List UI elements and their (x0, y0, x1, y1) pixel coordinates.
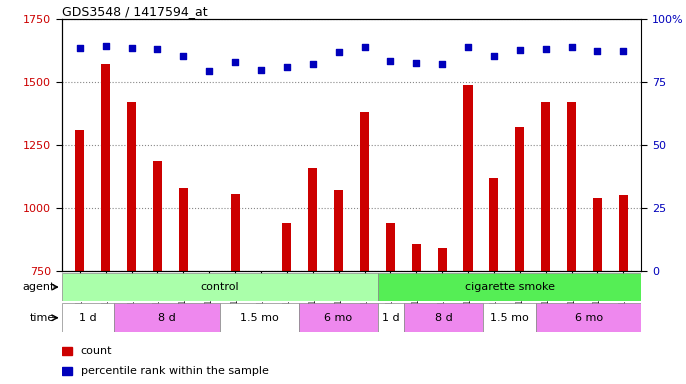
Bar (438, 248, 447, 271)
Point (255, 67, 266, 73)
Bar (62, 367, 72, 376)
Bar (404, 303, 484, 332)
Point (437, 61, 448, 67)
Bar (484, 303, 536, 332)
Point (178, 53, 189, 59)
Text: time: time (29, 313, 55, 323)
Point (566, 44, 577, 50)
Bar (62, 303, 115, 332)
Point (592, 48, 603, 54)
Bar (515, 127, 524, 271)
Point (126, 45, 137, 51)
Text: agent: agent (23, 282, 55, 292)
Point (540, 46, 551, 52)
Bar (541, 102, 550, 271)
Text: 6 mo: 6 mo (324, 313, 353, 323)
Point (359, 44, 370, 50)
Bar (412, 244, 421, 271)
Bar (536, 303, 641, 332)
Bar (299, 303, 378, 332)
Bar (334, 190, 343, 271)
Bar (378, 273, 641, 301)
Text: 8 d: 8 d (158, 313, 176, 323)
Text: count: count (81, 346, 113, 356)
Bar (179, 188, 188, 271)
Bar (127, 102, 136, 271)
Text: 8 d: 8 d (435, 313, 453, 323)
Text: GDS3548 / 1417594_at: GDS3548 / 1417594_at (62, 5, 207, 18)
Bar (489, 178, 499, 271)
Bar (378, 303, 404, 332)
Bar (283, 223, 292, 271)
Bar (153, 161, 162, 271)
Bar (230, 194, 239, 271)
Point (230, 59, 241, 65)
Text: 1.5 mo: 1.5 mo (490, 313, 529, 323)
Text: 1 d: 1 d (80, 313, 97, 323)
Point (204, 68, 215, 74)
Point (74, 45, 85, 51)
Bar (593, 198, 602, 271)
Text: 1.5 mo: 1.5 mo (240, 313, 279, 323)
Point (462, 44, 473, 50)
Point (385, 58, 396, 64)
Text: percentile rank within the sample: percentile rank within the sample (81, 366, 269, 376)
Point (152, 46, 163, 53)
Bar (62, 346, 72, 355)
Point (307, 61, 318, 67)
Bar (75, 130, 84, 271)
Point (411, 60, 422, 66)
Bar (308, 167, 318, 271)
Point (333, 49, 344, 55)
Point (488, 53, 499, 60)
Text: 6 mo: 6 mo (575, 313, 603, 323)
Bar (102, 65, 110, 271)
Text: cigarette smoke: cigarette smoke (464, 282, 555, 292)
Point (618, 48, 629, 54)
Bar (360, 112, 369, 271)
Point (281, 65, 292, 71)
Bar (62, 273, 378, 301)
Bar (386, 223, 395, 271)
Bar (619, 195, 628, 271)
Bar (220, 303, 299, 332)
Point (100, 43, 111, 49)
Bar (567, 102, 576, 271)
Bar (115, 303, 220, 332)
Text: control: control (200, 282, 239, 292)
Point (514, 47, 525, 53)
Bar (464, 84, 473, 271)
Text: 1 d: 1 d (382, 313, 400, 323)
